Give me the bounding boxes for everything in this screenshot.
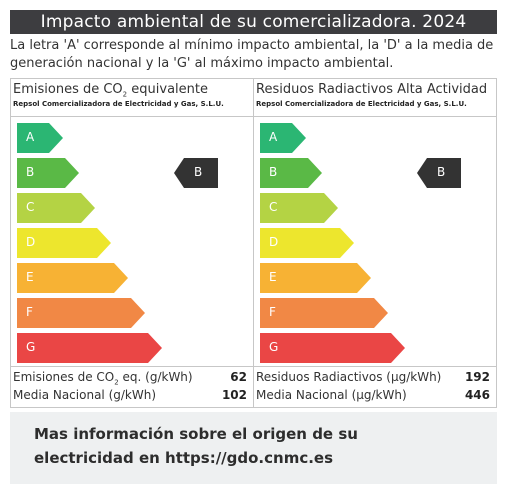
co2-scale-letter-b: B	[26, 165, 35, 179]
co2-national-label: Media Nacional (g/kWh)	[13, 388, 157, 402]
radioactive-national-value: 446	[464, 388, 490, 402]
co2-panel-header: Emisiones de CO2 equivalente Repsol Come…	[11, 79, 253, 117]
radioactive-panel-header: Residuos Radiactivos Alta Actividad Reps…	[254, 79, 496, 117]
co2-national-value: 102	[221, 388, 247, 402]
co2-rating-letter: B	[194, 165, 203, 179]
radioactive-scale-bar-a: A	[260, 123, 306, 153]
co2-scale-bar-e: E	[17, 263, 128, 293]
radioactive-panel-footer: Residuos Radiactivos (µg/kWh) 192 Media …	[254, 366, 496, 408]
co2-scale-bar-d: D	[17, 228, 111, 258]
radioactive-scale-bar-b: B	[260, 158, 322, 188]
co2-panel-footer: Emisiones de CO2 eq. (g/kWh) 62 Media Na…	[11, 366, 253, 408]
co2-scale-bar-a: A	[17, 123, 63, 153]
co2-scale-letter-g: G	[26, 340, 36, 354]
radioactive-company-value: 192	[464, 370, 490, 384]
radioactive-scale-letter-f: F	[269, 305, 276, 319]
info-line-2: electricidad en https://gdo.cnmc.es	[34, 449, 334, 467]
radioactive-panel-title: Residuos Radiactivos Alta Actividad	[256, 82, 488, 97]
co2-panel-title: Emisiones de CO2 equivalente	[13, 82, 208, 99]
co2-scale-letter-c: C	[26, 200, 35, 214]
co2-scale-letter-e: E	[26, 270, 34, 284]
co2-scale-letter-a: A	[26, 130, 35, 144]
co2-rating-marker: B	[174, 158, 218, 188]
radioactive-scale-letter-b: B	[269, 165, 278, 179]
radioactive-scale-letter-g: G	[269, 340, 279, 354]
radioactive-national-label: Media Nacional (µg/kWh)	[256, 388, 407, 402]
page-title: Impacto ambiental de su comercializadora…	[10, 10, 497, 34]
radioactive-waste-panel: Residuos Radiactivos Alta Actividad Reps…	[253, 78, 497, 408]
radioactive-scale-bar-g: G	[260, 333, 405, 363]
radioactive-company-label: Residuos Radiactivos (µg/kWh)	[256, 370, 442, 384]
co2-scale-letter-d: D	[26, 235, 36, 249]
co2-emissions-panel: Emisiones de CO2 equivalente Repsol Come…	[10, 78, 254, 408]
radioactive-scale-letter-d: D	[269, 235, 279, 249]
radioactive-company-row: Residuos Radiactivos (µg/kWh) 192	[256, 370, 490, 388]
co2-company-value: 62	[230, 370, 247, 384]
radioactive-scale-bar-c: C	[260, 193, 338, 223]
radioactive-energy-scale: A B C D E F G	[254, 118, 496, 366]
co2-scale-bar-g: G	[17, 333, 162, 363]
radioactive-scale-bar-e: E	[260, 263, 371, 293]
co2-scale-letter-f: F	[26, 305, 33, 319]
info-line-1: Mas información sobre el origen de su	[34, 425, 358, 443]
co2-scale-bar-c: C	[17, 193, 95, 223]
co2-company-row: Emisiones de CO2 eq. (g/kWh) 62	[13, 370, 247, 388]
radioactive-rating-marker: B	[417, 158, 461, 188]
co2-company-name: Repsol Comercializadora de Electricidad …	[13, 100, 224, 108]
radioactive-national-row: Media Nacional (µg/kWh) 446	[256, 388, 490, 406]
co2-company-label: Emisiones de CO2 eq. (g/kWh)	[13, 370, 193, 387]
scale-description: La letra 'A' corresponde al mínimo impac…	[10, 38, 494, 71]
co2-energy-scale: A B C D E F G	[11, 118, 253, 366]
co2-scale-bar-f: F	[17, 298, 145, 328]
radioactive-scale-bar-d: D	[260, 228, 354, 258]
info-box: Mas información sobre el origen de su el…	[10, 412, 497, 484]
radioactive-scale-letter-a: A	[269, 130, 278, 144]
co2-scale-bar-b: B	[17, 158, 79, 188]
radioactive-scale-bar-f: F	[260, 298, 388, 328]
co2-national-row: Media Nacional (g/kWh) 102	[13, 388, 247, 406]
radioactive-rating-letter: B	[437, 165, 446, 179]
radioactive-scale-letter-c: C	[269, 200, 278, 214]
radioactive-company-name: Repsol Comercializadora de Electricidad …	[256, 100, 467, 108]
radioactive-scale-letter-e: E	[269, 270, 277, 284]
